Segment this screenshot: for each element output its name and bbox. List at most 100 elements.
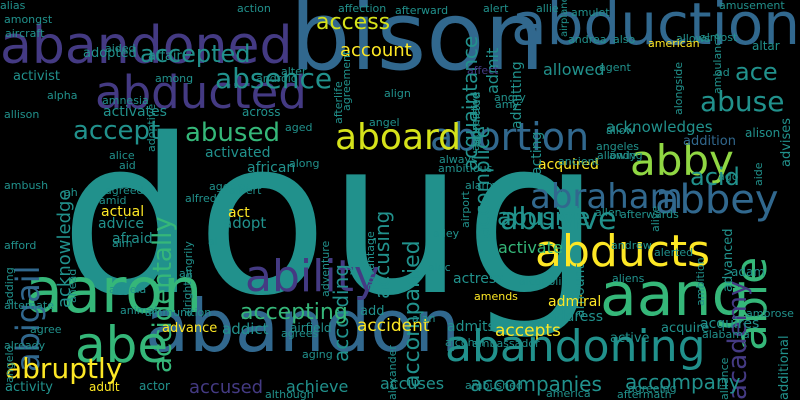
word-21: accept — [73, 116, 161, 146]
word-75: adult — [89, 380, 120, 394]
word-111: airport — [459, 191, 472, 229]
word-177: aliens — [612, 272, 645, 285]
word-66: addict — [222, 320, 269, 338]
word-77: adopted — [83, 46, 137, 61]
word-15: abraham — [530, 177, 683, 217]
word-150: alfred — [185, 192, 217, 205]
word-46: addition — [683, 134, 736, 149]
word-171: ancient — [558, 155, 599, 168]
word-154: animal — [120, 304, 158, 317]
word-120: although — [265, 388, 314, 400]
word-127: among — [155, 72, 194, 85]
word-129: alpha — [47, 89, 78, 102]
word-142: angel — [369, 116, 400, 129]
word-30: accidentally — [148, 216, 178, 374]
word-6: aang — [600, 260, 750, 330]
word-89: advantage — [364, 231, 377, 291]
word-116: ambassador — [472, 337, 540, 350]
word-138: alter — [281, 65, 307, 78]
word-1: bison — [290, 0, 545, 92]
word-128: android — [256, 72, 298, 85]
word-146: agency — [209, 180, 250, 193]
word-68: accompanies — [470, 372, 602, 396]
word-170: always — [439, 153, 477, 166]
word-35: account — [340, 40, 412, 61]
word-173: allen — [595, 206, 622, 219]
word-97: airplane — [559, 0, 570, 37]
word-85: actual — [101, 204, 145, 220]
word-164: angeles — [596, 140, 640, 153]
word-94: alert — [483, 2, 509, 15]
word-114: alan — [412, 312, 436, 325]
word-130: amnesia — [102, 94, 149, 107]
word-115: alcohol — [445, 336, 485, 349]
word-145: aim — [112, 237, 133, 250]
word-103: amusement — [719, 0, 785, 12]
word-105: agent — [599, 61, 631, 74]
word-92: affection — [338, 2, 387, 15]
word-175: alerted — [654, 246, 694, 259]
word-19: absence — [215, 62, 333, 95]
word-179: alcoholic — [519, 275, 568, 288]
word-17: aboard — [335, 117, 462, 158]
word-65: advance — [162, 321, 218, 336]
word-9: abandoning — [445, 321, 706, 372]
word-144: amid — [99, 194, 127, 207]
word-148: al — [208, 235, 218, 248]
word-7: abducted — [95, 66, 307, 119]
word-161: angelo — [3, 345, 16, 384]
word-79: activates — [103, 104, 167, 120]
word-86: advice — [98, 216, 144, 232]
word-91: action — [237, 2, 271, 15]
word-28: acid — [690, 163, 740, 191]
word-119: alexander — [386, 345, 399, 400]
word-110: alarm — [465, 179, 497, 192]
word-96: amulet — [571, 6, 610, 19]
word-113: amends — [474, 290, 518, 303]
word-52: additional — [777, 335, 792, 400]
word-184: alliance — [718, 357, 731, 400]
word-98: affect — [467, 64, 499, 77]
word-134: alice — [109, 149, 135, 162]
word-27: ace — [735, 58, 778, 86]
word-23: abusive — [500, 202, 617, 237]
word-64: accepting — [240, 300, 348, 325]
word-151: ali — [179, 267, 192, 280]
word-84: act — [228, 205, 250, 221]
word-99: allowed — [543, 60, 605, 79]
word-93: afterward — [395, 4, 449, 17]
word-132: allison — [4, 108, 40, 121]
word-58: acquires — [700, 316, 760, 332]
word-44: acting — [529, 131, 545, 175]
word-76: activist — [13, 69, 60, 84]
word-80: activated — [205, 145, 271, 161]
word-2: abduction — [511, 0, 800, 58]
word-63: active — [610, 331, 650, 346]
word-108: aggressive — [469, 91, 482, 152]
word-81: across — [242, 105, 281, 119]
word-162: ah — [64, 186, 78, 199]
word-186: alongside — [672, 62, 685, 116]
word-185: alive — [649, 206, 662, 233]
word-57: acquire — [661, 321, 710, 336]
word-72: accused — [189, 377, 264, 398]
word-166: aide — [752, 162, 765, 187]
word-163: afford — [4, 239, 37, 252]
word-87: afraid — [112, 231, 153, 247]
word-101: also — [613, 33, 636, 46]
word-14: abbey — [655, 177, 779, 223]
word-122: agrees — [281, 327, 319, 340]
word-51: advanced — [721, 228, 736, 292]
word-159: agree — [30, 323, 62, 336]
word-131: adoptive — [145, 104, 158, 153]
word-16: abortion — [430, 115, 590, 159]
word-136: along — [289, 157, 320, 170]
word-56: admiral — [548, 294, 602, 310]
word-22: abused — [185, 118, 280, 148]
word-62: admits — [447, 319, 495, 335]
word-182: agreeing — [628, 382, 677, 395]
word-71: achieve — [286, 377, 349, 396]
word-59: address — [548, 309, 604, 325]
word-126: aided — [105, 42, 136, 55]
word-45: acknowledges — [606, 118, 713, 136]
